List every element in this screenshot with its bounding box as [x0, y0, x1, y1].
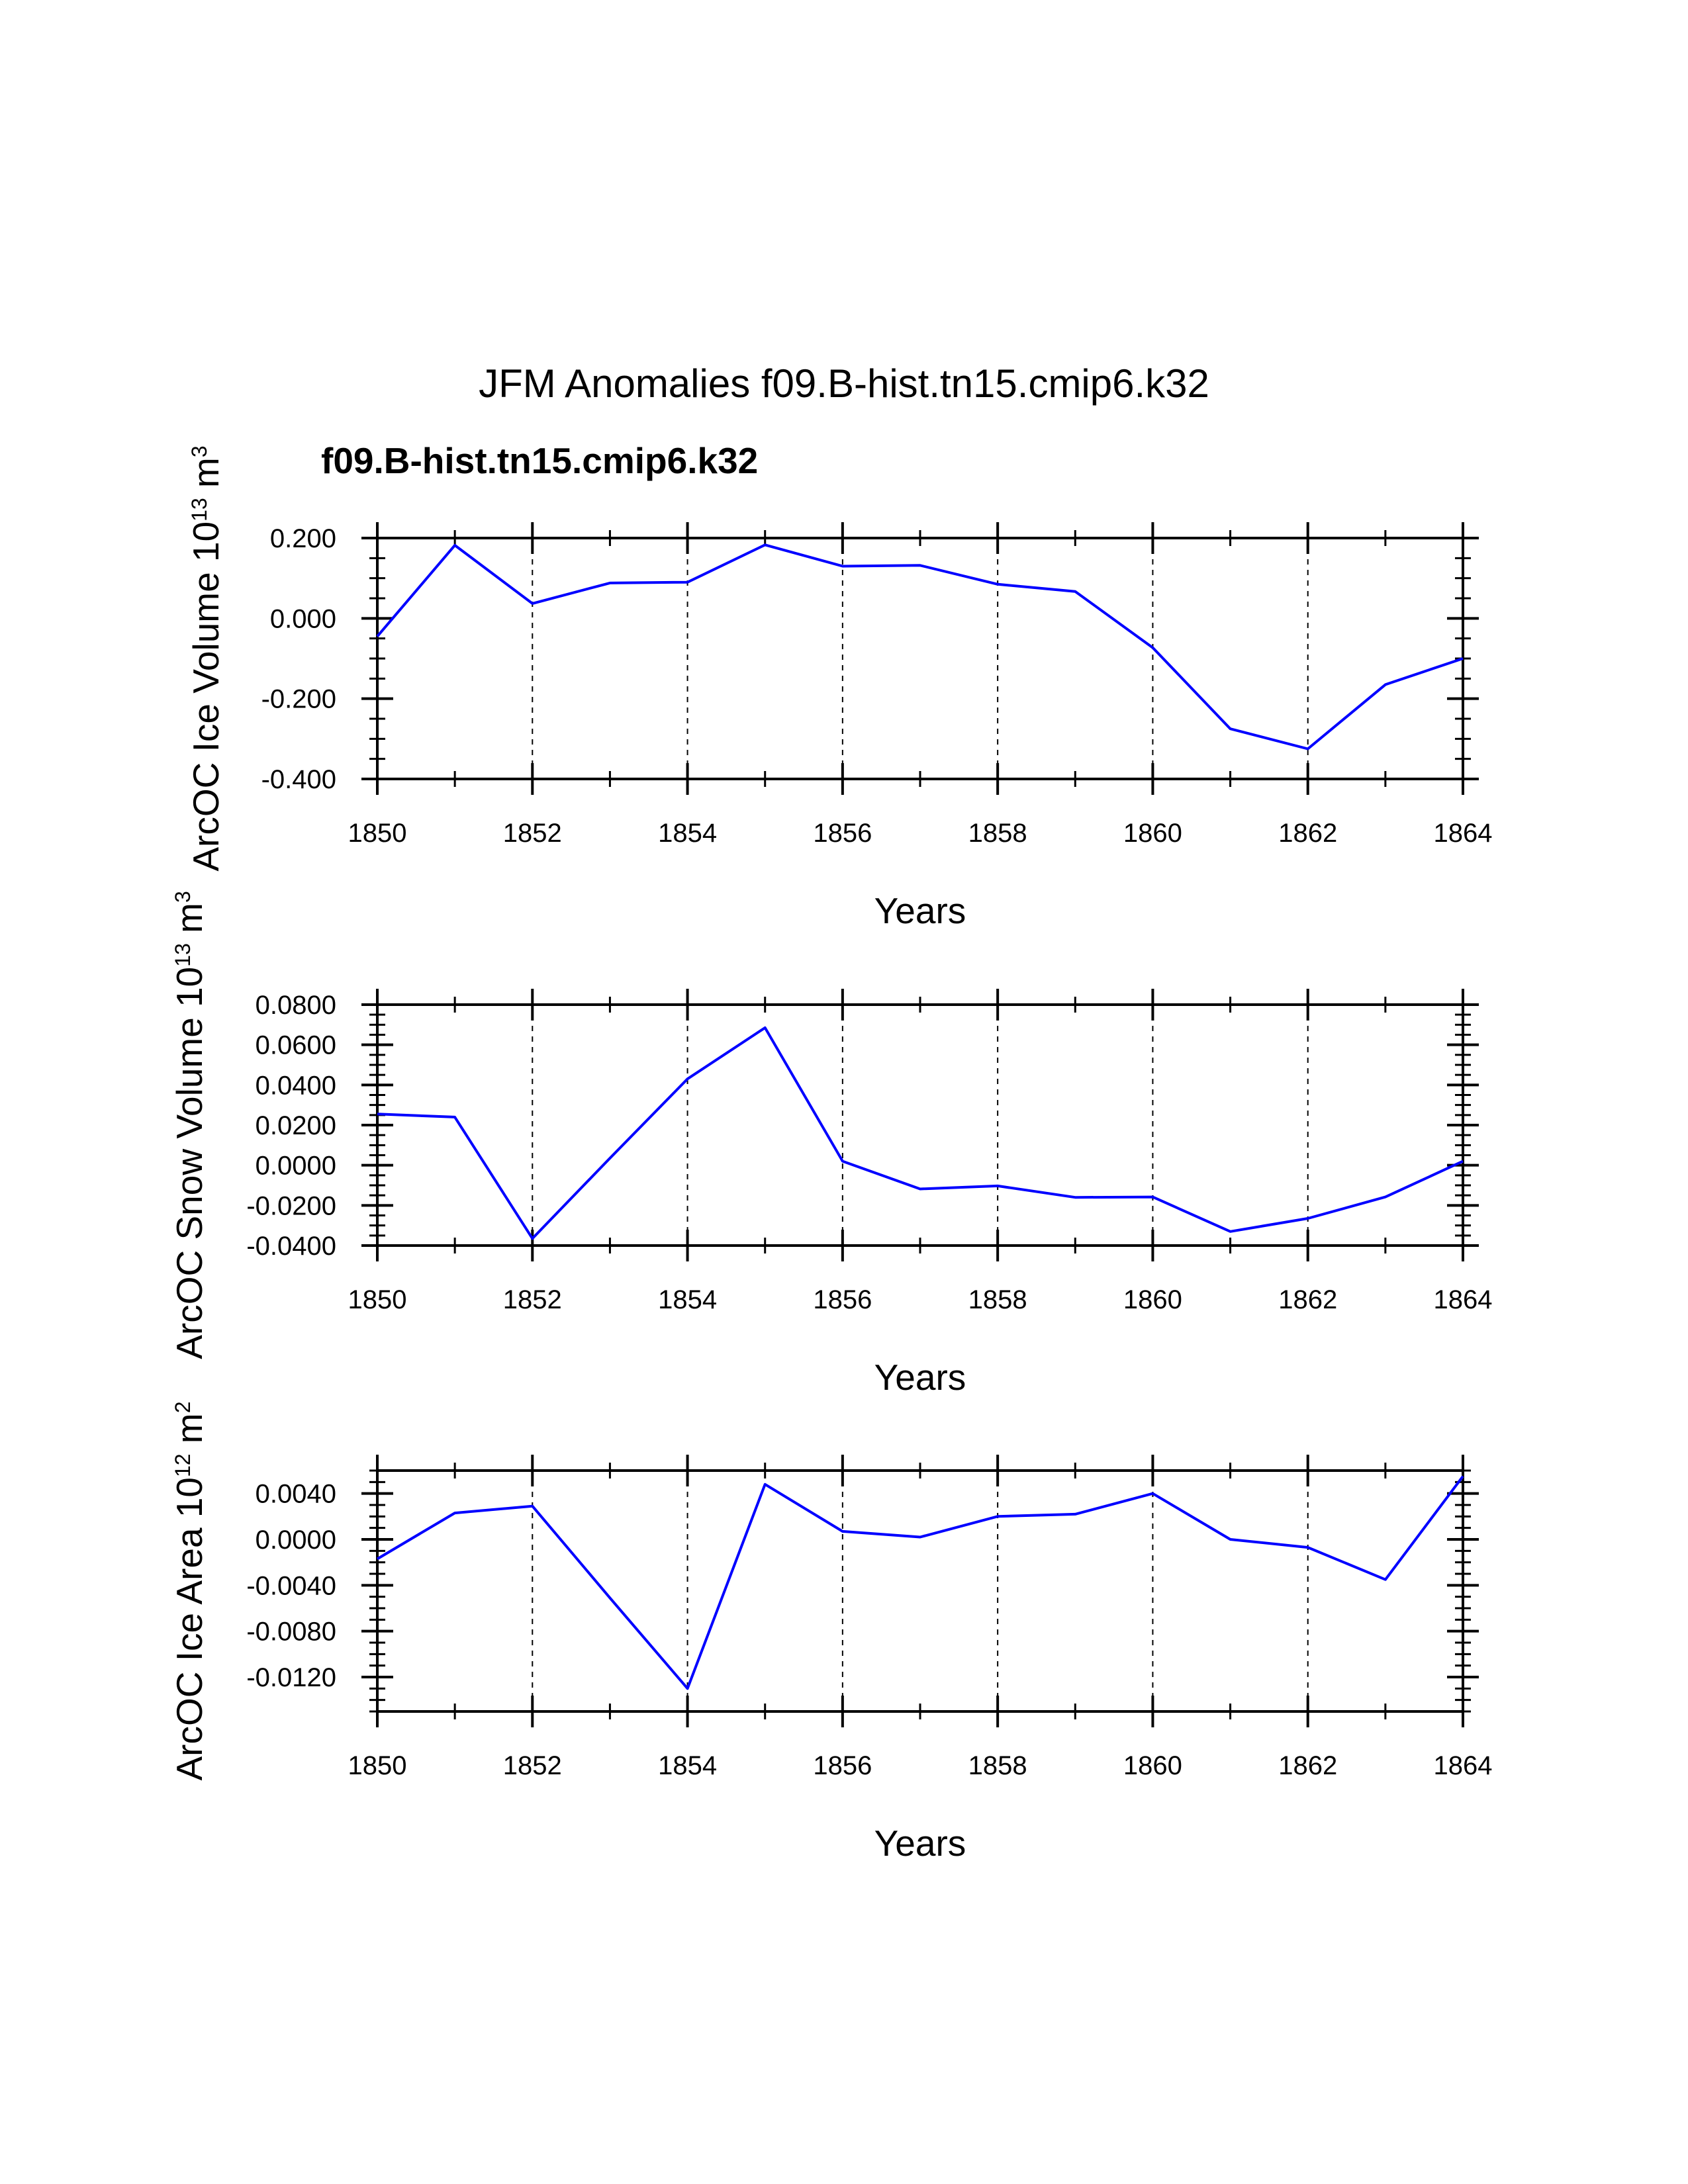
y-axis-label-unit-exponent: 3: [171, 891, 195, 903]
y-axis-label: ArcOC Ice Area 1012 m2: [169, 1401, 210, 1780]
y-tick-label: -0.0040: [246, 1571, 336, 1600]
x-tick-label: 1854: [658, 819, 717, 848]
x-tick-label: 1854: [658, 1751, 717, 1780]
y-axis-label-text: ArcOC Ice Volume 10: [185, 522, 226, 872]
x-axis-label: Years: [874, 890, 966, 931]
x-tick-label: 1856: [813, 1285, 872, 1314]
y-tick-label: 0.0200: [256, 1111, 336, 1140]
x-tick-label: 1856: [813, 1751, 872, 1780]
x-tick-label: 1856: [813, 819, 872, 848]
x-tick-label: 1852: [503, 1751, 562, 1780]
y-tick-label: -0.0400: [246, 1232, 336, 1261]
x-tick-label: 1860: [1123, 1751, 1182, 1780]
y-axis-label-unit: m: [185, 457, 226, 498]
x-tick-label: 1860: [1123, 1285, 1182, 1314]
x-tick-label: 1858: [968, 819, 1027, 848]
y-axis-label: ArcOC Snow Volume 1013 m3: [169, 891, 210, 1359]
y-tick-label: -0.0080: [246, 1617, 336, 1647]
y-axis-label: ArcOC Ice Volume 1013 m3: [185, 445, 226, 871]
x-axis-label: Years: [874, 1357, 966, 1398]
x-tick-label: 1864: [1434, 1285, 1493, 1314]
panel-2: 1850 1852 1854 1856 1858 1860 1862 1864 -0.0400 -…: [169, 891, 1492, 1398]
x-tick-label: 1858: [968, 1751, 1027, 1780]
y-tick-label: 0.000: [270, 604, 336, 633]
y-tick-label: 0.0000: [256, 1525, 336, 1555]
x-tick-label: 1864: [1434, 819, 1493, 848]
x-tick-label: 1850: [348, 1285, 407, 1314]
y-tick-label: 0.200: [270, 524, 336, 553]
y-tick-label: 0.0000: [256, 1152, 336, 1181]
x-tick-label: 1850: [348, 1751, 407, 1780]
x-tick-label: 1852: [503, 1285, 562, 1314]
chart-panels: 1850 1852 1854 1856 1858 1860 1862 1864 -0.400 -0…: [169, 445, 1492, 1864]
x-tick-label: 1862: [1278, 1285, 1337, 1314]
y-tick-label: -0.0200: [246, 1191, 336, 1220]
y-axis-label-unit-exponent: 2: [171, 1401, 195, 1413]
y-axis-label-exponent: 12: [171, 1453, 195, 1477]
y-tick-label: 0.0800: [256, 991, 336, 1020]
y-tick-label: -0.0120: [246, 1663, 336, 1692]
x-tick-label: 1854: [658, 1285, 717, 1314]
y-tick-label: 0.0600: [256, 1031, 336, 1060]
x-tick-label: 1864: [1434, 1751, 1493, 1780]
x-tick-label: 1860: [1123, 819, 1182, 848]
y-axis-label-text: ArcOC Snow Volume 10: [169, 967, 210, 1359]
x-tick-label: 1858: [968, 1285, 1027, 1314]
y-tick-label: 0.0040: [256, 1480, 336, 1509]
x-tick-label: 1850: [348, 819, 407, 848]
x-tick-label: 1862: [1278, 819, 1337, 848]
y-tick-label: 0.0400: [256, 1071, 336, 1100]
y-tick-label: -0.400: [261, 765, 336, 794]
panel-3: 1850 1852 1854 1856 1858 1860 1862 1864 -0.0120 -…: [169, 1401, 1492, 1864]
y-axis-label-text: ArcOC Ice Area 10: [169, 1477, 210, 1781]
y-tick-label: -0.200: [261, 685, 336, 714]
panel-1: 1850 1852 1854 1856 1858 1860 1862 1864 -0.400 -0…: [185, 445, 1492, 931]
y-axis-label-exponent: 13: [171, 943, 195, 967]
figure-title: JFM Anomalies f09.B-hist.tn15.cmip6.k32: [479, 361, 1209, 406]
x-tick-label: 1862: [1278, 1751, 1337, 1780]
x-axis-label: Years: [874, 1823, 966, 1864]
x-tick-label: 1852: [503, 819, 562, 848]
y-axis-label-unit: m: [169, 903, 210, 943]
y-axis-label-exponent: 13: [187, 498, 211, 522]
y-axis-label-unit-exponent: 3: [187, 445, 211, 457]
legend-label: f09.B-hist.tn15.cmip6.k32: [321, 440, 758, 481]
y-axis-label-unit: m: [169, 1413, 210, 1453]
